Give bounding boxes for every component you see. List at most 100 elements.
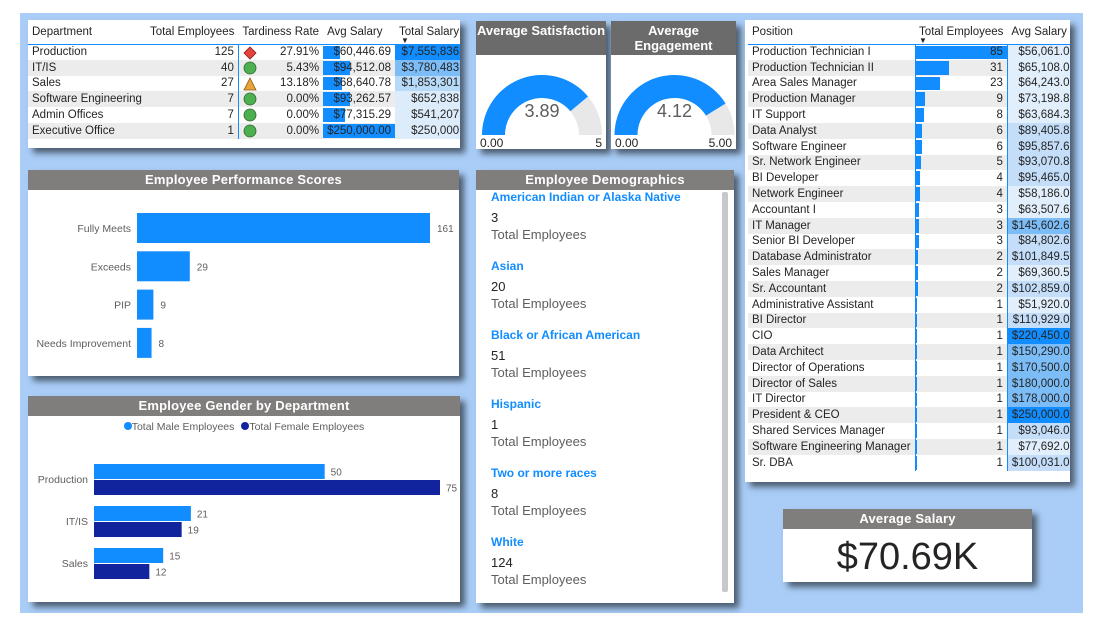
col-avg-salary[interactable]: Avg Salary bbox=[1011, 25, 1067, 38]
position-cell: IT Support bbox=[748, 107, 916, 123]
table-row[interactable]: IT Manager 3 $145,602.67 bbox=[748, 217, 1070, 234]
department-table[interactable]: Department Total Employees Tardiness Rat… bbox=[28, 20, 460, 139]
bar[interactable] bbox=[94, 480, 440, 495]
bar[interactable] bbox=[137, 289, 154, 320]
table-row[interactable]: BI Director 1 $110,929.00 bbox=[748, 312, 1070, 329]
employee-count-bar bbox=[916, 218, 919, 233]
bar[interactable] bbox=[94, 548, 164, 563]
scrollbar[interactable] bbox=[722, 192, 728, 592]
table-row[interactable]: Shared Services Manager 1 $93,046.00 bbox=[748, 423, 1070, 439]
list-item[interactable]: Black or African American 51 Total Employe… bbox=[491, 328, 721, 397]
avg-salary-value: $178,000.00 bbox=[1011, 393, 1070, 406]
table-row[interactable]: IT/IS 40 5.43% $94,512.08 $3,780,483 bbox=[28, 59, 460, 76]
table-row[interactable]: Executive Office 1 0.00% $250,000.00 $250,00… bbox=[28, 122, 460, 139]
table-row[interactable]: President & CEO 1 $250,000.00 bbox=[748, 407, 1070, 424]
sort-desc-icon: ▼ bbox=[401, 35, 409, 45]
avg-salary-cell: $250,000.00 bbox=[1007, 407, 1070, 424]
avg-salary-cell: $220,450.00 bbox=[1007, 328, 1070, 345]
table-row[interactable]: Network Engineer 4 $58,186.00 bbox=[748, 186, 1070, 202]
col-total-salary[interactable]: Total Salary ▼ bbox=[395, 20, 460, 45]
employee-count-bar bbox=[916, 92, 926, 107]
avg-salary-cell: $93,070.80 bbox=[1007, 154, 1070, 171]
gauge-min: 0.00 bbox=[615, 136, 639, 149]
bar[interactable] bbox=[137, 213, 430, 243]
table-row[interactable]: Director of Sales 1 $180,000.00 bbox=[748, 375, 1070, 392]
employee-count-value: 9 bbox=[996, 93, 1003, 106]
table-row[interactable]: Sr. Accountant 2 $102,859.00 bbox=[748, 280, 1070, 297]
bar[interactable] bbox=[94, 522, 182, 537]
employee-count-value: 1 bbox=[996, 456, 1003, 469]
table-row[interactable]: Database Administrator 2 $101,849.50 bbox=[748, 249, 1070, 266]
table-row[interactable]: Sales Manager 2 $69,360.50 bbox=[748, 265, 1070, 281]
total-salary-value: $7,555,836 bbox=[401, 46, 460, 59]
positions-table[interactable]: Position Total Employees ▼ Avg Salary Pro… bbox=[748, 20, 1070, 471]
bar[interactable] bbox=[137, 251, 190, 282]
col-department[interactable]: Department bbox=[32, 25, 93, 38]
legend-item-female[interactable]: Total Female Employees bbox=[241, 421, 364, 433]
col-total-employees[interactable]: Total Employees bbox=[149, 25, 235, 38]
avg-salary-cell: $64,243.00 bbox=[1007, 75, 1070, 92]
table-row[interactable]: Accountant I 3 $63,507.67 bbox=[748, 201, 1070, 218]
list-item[interactable]: White 124 Total Employees bbox=[491, 535, 721, 603]
table-row[interactable]: IT Director 1 $178,000.00 bbox=[748, 391, 1070, 408]
demographics-list[interactable]: American Indian or Alaska Native 3 Total E… bbox=[491, 190, 721, 603]
col-total-employees[interactable]: Total Employees ▼ bbox=[915, 20, 1007, 45]
table-row[interactable]: CIO 1 $220,450.00 bbox=[748, 328, 1070, 345]
bar[interactable] bbox=[94, 564, 150, 579]
employee-count-value: 2 bbox=[996, 267, 1003, 280]
bar[interactable] bbox=[94, 464, 325, 479]
bar[interactable] bbox=[94, 506, 191, 521]
avg-salary-value: $101,849.50 bbox=[1011, 251, 1070, 264]
demographic-value: 20 bbox=[491, 279, 506, 294]
employee-count-cell: 23 bbox=[914, 75, 1008, 92]
col-avg-salary[interactable]: Avg Salary bbox=[327, 25, 383, 38]
employee-count-bar bbox=[916, 424, 917, 438]
employee-count-bar bbox=[916, 155, 921, 170]
list-item[interactable]: Two or more races 8 Total Employees bbox=[491, 466, 721, 535]
position-cell: BI Director bbox=[748, 312, 916, 329]
data-label: 21 bbox=[197, 510, 209, 521]
avg-salary-cell: $51,920.00 bbox=[1007, 296, 1070, 313]
demographic-label: Hispanic bbox=[491, 397, 542, 411]
table-row[interactable]: Administrative Assistant 1 $51,920.00 bbox=[748, 296, 1070, 313]
table-row[interactable]: BI Developer 4 $95,465.00 bbox=[748, 170, 1070, 187]
col-position[interactable]: Position bbox=[752, 25, 793, 38]
table-row[interactable]: Production 125 27.91% $60,446.69 $7,555,836 bbox=[28, 44, 460, 60]
table-row[interactable]: Software Engineering 7 0.00% $93,262.57 $652… bbox=[28, 91, 460, 108]
employee-count-bar bbox=[916, 171, 920, 186]
table-row[interactable]: Director of Operations 1 $170,500.00 bbox=[748, 359, 1070, 376]
legend-item-male[interactable]: Total Male Employees bbox=[123, 421, 234, 433]
position-cell: President & CEO bbox=[748, 407, 916, 424]
category-label: Fully Meets bbox=[77, 223, 131, 235]
table-row[interactable]: Software Engineering Manager 1 $77,692.00 bbox=[748, 438, 1070, 455]
col-tardiness-rate[interactable]: Tardiness Rate bbox=[242, 25, 320, 38]
table-row[interactable]: Data Architect 1 $150,290.00 bbox=[748, 344, 1070, 360]
tardiness-value: 27.91% bbox=[280, 46, 320, 59]
avg-salary-shade bbox=[1007, 249, 1070, 266]
legend-label: Total Female Employees bbox=[249, 421, 365, 433]
table-row[interactable]: Production Technician II 31 $65,108.06 bbox=[748, 59, 1070, 76]
table-row[interactable]: Admin Offices 7 0.00% $77,315.29 $541,207 bbox=[28, 107, 460, 123]
list-item[interactable]: American Indian or Alaska Native 3 Total E… bbox=[491, 190, 721, 259]
table-row[interactable]: Sr. Network Engineer 5 $93,070.80 bbox=[748, 154, 1070, 171]
avg-salary-shade bbox=[1007, 359, 1070, 376]
list-item[interactable]: Hispanic 1 Total Employees bbox=[491, 397, 721, 466]
table-row[interactable]: Senior BI Developer 3 $84,802.67 bbox=[748, 233, 1070, 250]
position-cell: Production Manager bbox=[748, 91, 916, 108]
list-item[interactable]: Asian 20 Total Employees bbox=[491, 259, 721, 328]
position-cell: Software Engineer bbox=[748, 138, 916, 155]
table-row[interactable]: Area Sales Manager 23 $64,243.00 bbox=[748, 75, 1070, 92]
employee-count-bar bbox=[916, 108, 925, 122]
table-row[interactable]: Sales 27 13.18% $68,640.78 $1,853,301 bbox=[28, 75, 460, 92]
table-row[interactable]: Production Technician I 85 $56,061.02 bbox=[748, 44, 1070, 60]
employee-count-bar bbox=[916, 329, 917, 344]
bar[interactable] bbox=[137, 327, 152, 358]
table-row[interactable]: Production Manager 9 $73,198.89 bbox=[748, 91, 1070, 108]
table-row[interactable]: Data Analyst 6 $89,405.83 bbox=[748, 122, 1070, 139]
table-row[interactable]: Software Engineer 6 $95,857.67 bbox=[748, 138, 1070, 155]
avg-salary-shade bbox=[1007, 296, 1070, 313]
table-row[interactable]: Sr. DBA 1 $100,031.00 bbox=[748, 454, 1070, 471]
performance-bar-chart[interactable]: Fully Meets 161 Exceeds 29 PIP 9 Needs Improve… bbox=[28, 190, 459, 376]
table-row[interactable]: IT Support 8 $63,684.38 bbox=[748, 107, 1070, 123]
